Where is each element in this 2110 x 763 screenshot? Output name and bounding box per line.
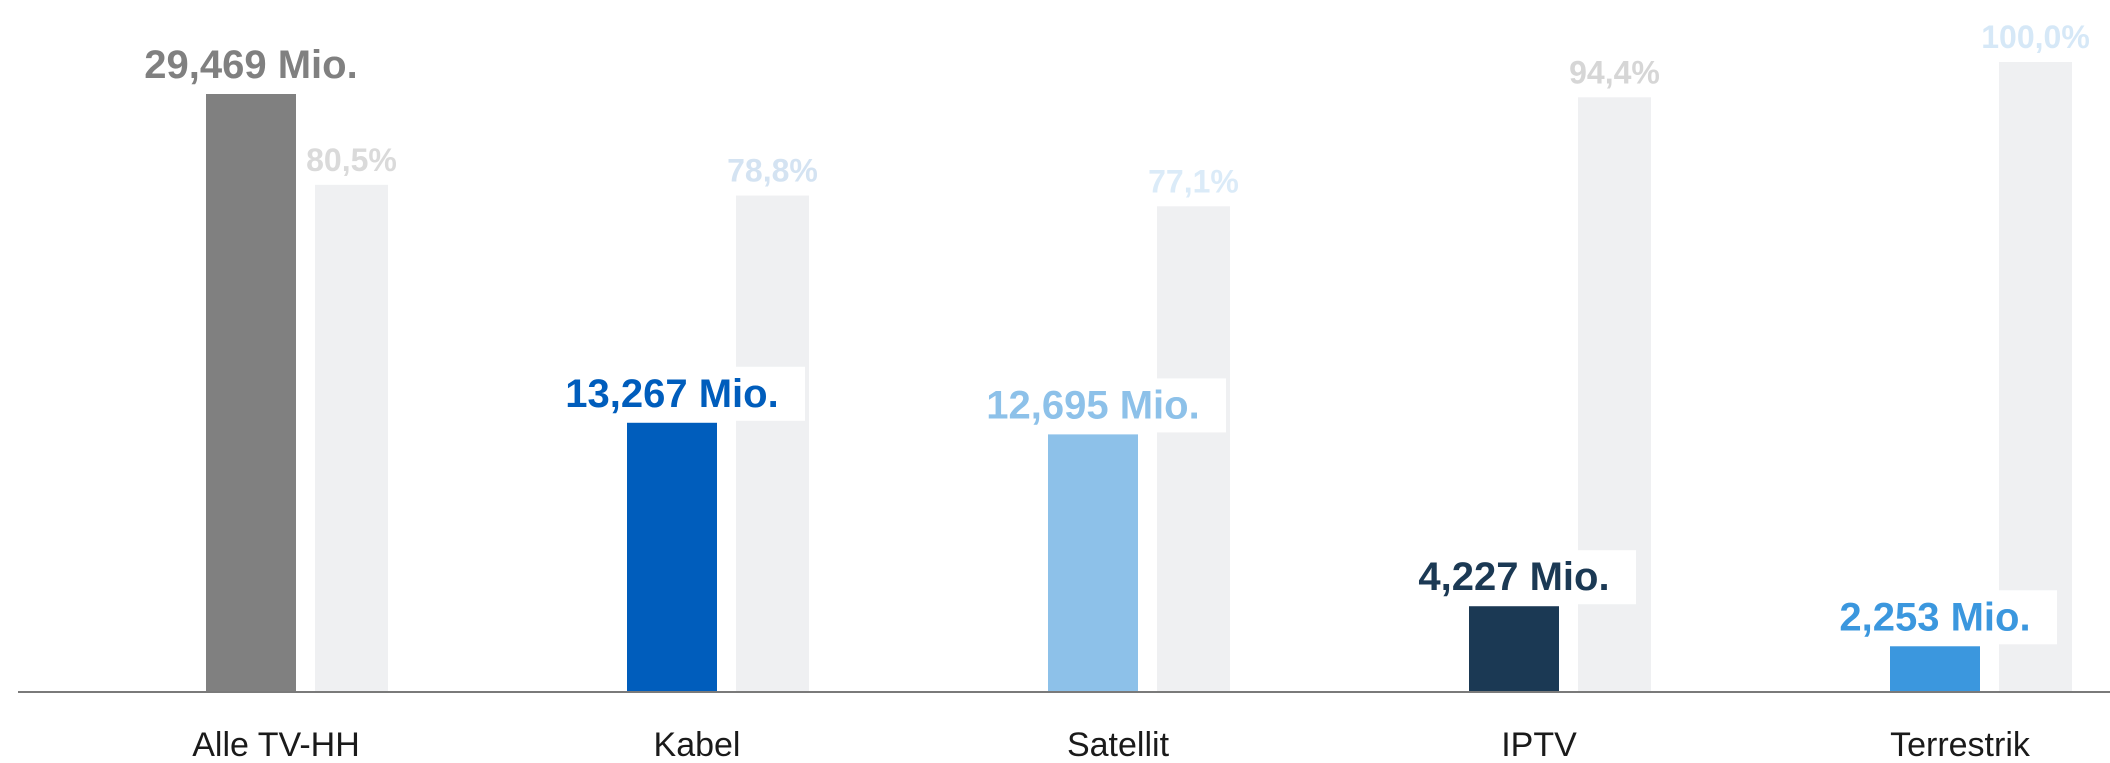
value-label-terrestrik: 2,253 Mio. <box>1839 595 2030 639</box>
percent-bar-terrestrik <box>1999 62 2072 692</box>
percent-label-satellit: 77,1% <box>1148 163 1239 199</box>
value-label-bg-alle-tv-hh <box>118 38 384 92</box>
percent-bar-alle-tv-hh <box>315 184 388 692</box>
value-label-bg-iptv <box>1392 550 1636 605</box>
value-label-bg-satellit <box>960 378 1226 433</box>
value-label-satellit: 12,695 Mio. <box>986 383 1199 427</box>
percent-label-terrestrik: 100,0% <box>1981 19 2090 55</box>
value-bar-alle-tv-hh <box>206 94 296 692</box>
value-bar-satellit <box>1048 434 1138 692</box>
percent-label-iptv: 94,4% <box>1569 54 1660 90</box>
value-label-alle-tv-hh: 29,469 Mio. <box>144 43 357 87</box>
category-label-alle-tv-hh: Alle TV-HH <box>192 726 360 763</box>
value-bar-kabel <box>627 422 717 692</box>
percent-label-kabel: 78,8% <box>727 153 818 189</box>
percent-bars <box>315 62 2072 692</box>
value-bars <box>206 94 1980 692</box>
value-label-iptv: 4,227 Mio. <box>1418 555 1609 599</box>
category-label-iptv: IPTV <box>1501 726 1577 763</box>
category-label-kabel: Kabel <box>654 726 741 763</box>
value-bar-terrestrik <box>1890 646 1980 692</box>
value-label-bg-kabel <box>539 366 805 421</box>
category-label-terrestrik: Terrestrik <box>1890 726 2031 763</box>
value-label-kabel: 13,267 Mio. <box>565 372 778 416</box>
value-bar-iptv <box>1469 606 1559 692</box>
category-labels: Alle TV-HH Kabel Satellit IPTV Terrestrik <box>192 726 2031 763</box>
value-label-bg-terrestrik <box>1813 590 2057 645</box>
value-labels: 29,469 Mio. 13,267 Mio. 12,695 Mio. 4,227 M… <box>118 38 2057 645</box>
percent-bar-kabel <box>736 195 809 692</box>
percent-bar-satellit <box>1157 206 1230 692</box>
percent-label-alle-tv-hh: 80,5% <box>306 142 397 178</box>
percent-labels: 80,5% 78,8% 77,1% 94,4% 100,0% <box>306 19 2090 199</box>
category-label-satellit: Satellit <box>1067 726 1170 763</box>
